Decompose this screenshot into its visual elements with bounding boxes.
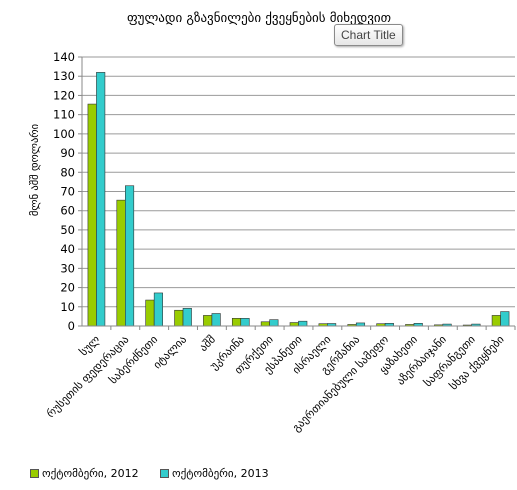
y-tick-label: 60 (60, 204, 75, 218)
legend-swatch-2013 (160, 468, 169, 478)
y-tick-labels: 0 10 20 30 40 50 60 70 80 90 100 110 120 130 140 (53, 50, 75, 333)
y-tick-label: 90 (60, 146, 75, 160)
y-tick-label: 20 (60, 281, 75, 295)
legend-label-2012: ოქტომბერი, 2012 (42, 466, 139, 480)
bar-2012 (260, 321, 270, 327)
legend-item-2013: ოქტომბერი, 2013 (160, 466, 269, 480)
bar-2012 (203, 315, 213, 327)
bar-2013 (96, 72, 106, 327)
bar-2013 (182, 308, 192, 327)
y-axis-label: მლნ აშშ დოლარი (29, 124, 41, 216)
y-tick-label: 100 (53, 127, 75, 141)
bar-2012 (231, 318, 242, 327)
bar-2012 (145, 299, 155, 327)
grid-lines (82, 56, 515, 327)
y-tick-label: 10 (60, 300, 75, 314)
y-tick-label: 130 (53, 69, 75, 83)
axes (78, 56, 516, 330)
bar-2012 (289, 322, 299, 327)
legend-item-2012: ოქტომბერი, 2012 (30, 466, 139, 480)
bar-2013 (125, 185, 135, 327)
bar-2012 (174, 309, 184, 327)
bar-2013 (500, 311, 510, 327)
bar-2012 (116, 199, 126, 327)
y-tick-label: 80 (60, 165, 75, 179)
bar-2012 (87, 103, 97, 327)
x-tick-label: სულ (77, 333, 103, 359)
chart-title-tooltip: Chart Title (334, 24, 403, 46)
y-tick-label: 140 (53, 50, 75, 64)
y-tick-label: 70 (60, 185, 75, 199)
bar-2013 (211, 313, 221, 327)
y-tick-label: 50 (60, 223, 75, 237)
bar-2013 (153, 292, 163, 327)
bar-2012 (491, 315, 501, 327)
bar-2013 (269, 319, 279, 327)
y-tick-label: 110 (53, 108, 75, 122)
x-tick-label: აშშ (197, 333, 218, 354)
legend-swatch-2012 (30, 468, 39, 478)
legend-label-2013: ოქტომბერი, 2013 (172, 466, 269, 480)
y-tick-label: 40 (60, 242, 75, 256)
y-tick-label: 30 (60, 261, 75, 275)
bar-2013 (298, 320, 308, 327)
y-tick-label: 120 (53, 88, 75, 102)
chart-title: ფულადი გზავნილები ქვეყნების მიხედვით (127, 11, 391, 26)
y-tick-label: 0 (68, 319, 75, 333)
bar-2013 (240, 318, 250, 327)
